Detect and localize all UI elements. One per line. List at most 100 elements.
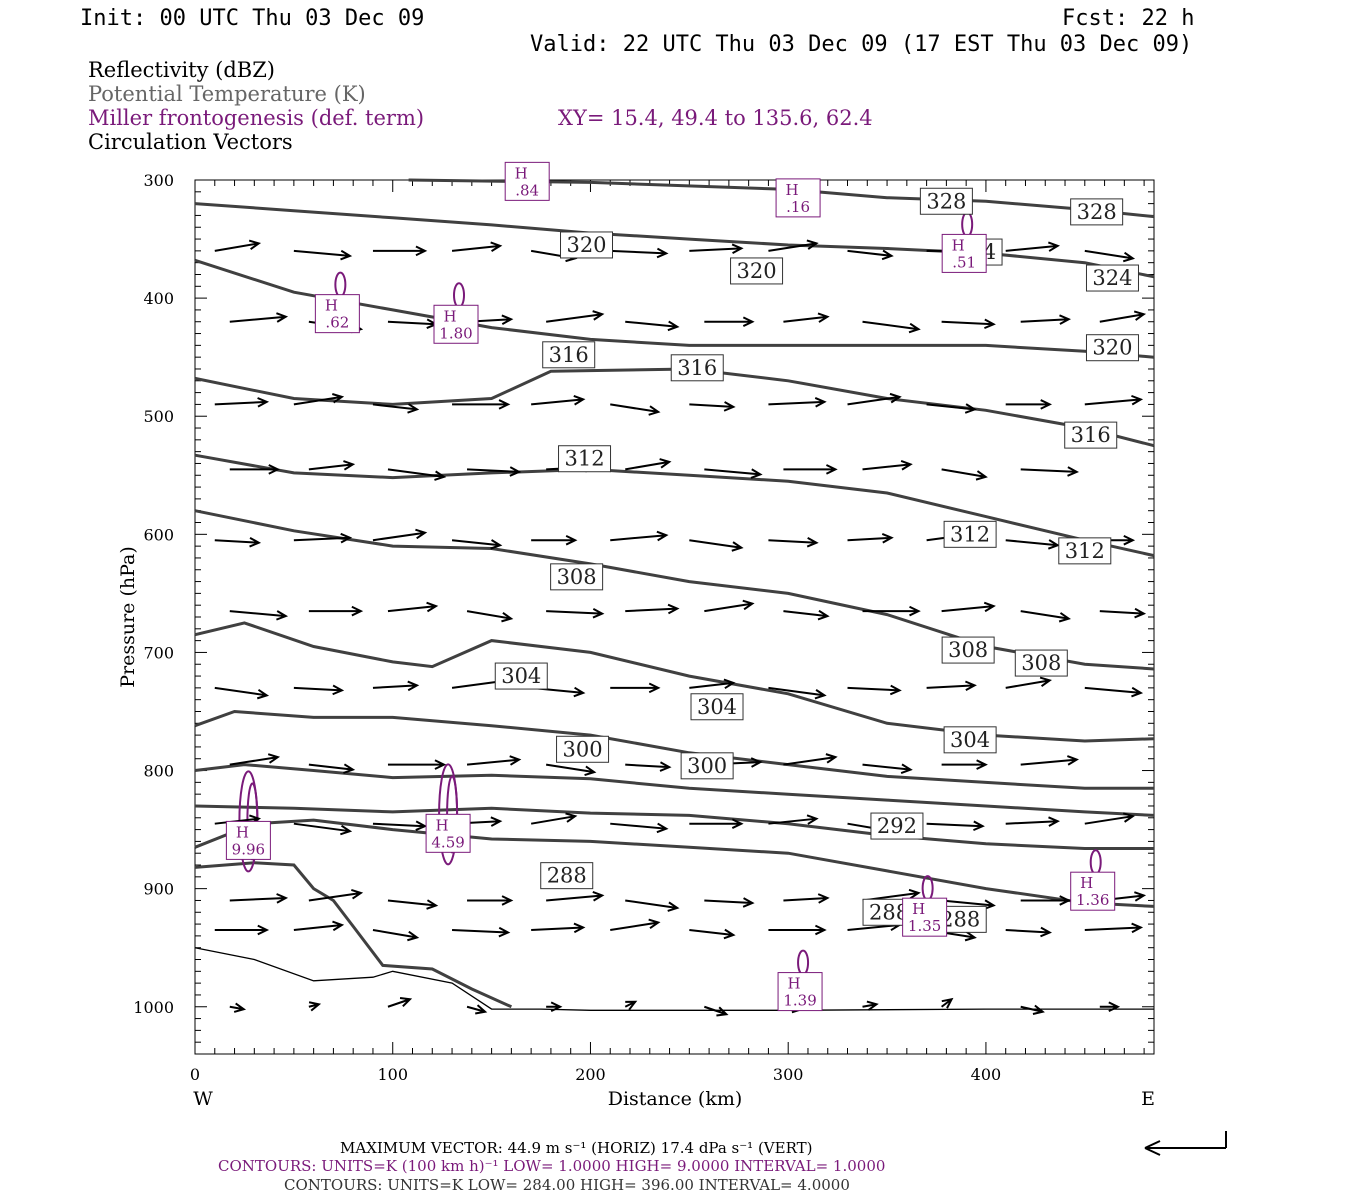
circulation-vector: [214, 686, 270, 700]
frontogenesis-contour: [453, 282, 466, 309]
circulation-vector: [372, 680, 420, 692]
frontogenesis-high-value: .16: [786, 198, 810, 216]
theta-contour-292: [194, 804, 1154, 850]
theta-label-box: [1064, 421, 1118, 449]
circulation-vector: [610, 822, 669, 834]
circulation-vector: [768, 397, 827, 408]
circulation-vector: [783, 893, 830, 904]
theta-label: 312: [1065, 539, 1105, 563]
theta-label-box: [943, 520, 997, 548]
tick-labels: 0 100 200 300 400 300 400 500 600 700 800 900 1000: [133, 171, 1001, 1084]
frontogenesis-high-box: [314, 294, 360, 334]
circulation-vector: [387, 759, 447, 770]
theta-label-box: [941, 636, 995, 664]
circulation-vector: [214, 537, 262, 548]
frontogenesis-high-marker: H: [515, 164, 528, 182]
y-tick-label: 600: [143, 525, 174, 544]
theta-label: 324: [1092, 266, 1132, 290]
circulation-vector: [1099, 310, 1147, 323]
circulation-vector: [308, 605, 364, 617]
frontogenesis-high-marker: H: [1080, 874, 1093, 892]
field-label-frontogenesis: Miller frontogenesis (def. term): [88, 106, 424, 130]
circulation-vector: [293, 920, 345, 932]
circulation-vector: [451, 241, 503, 252]
frontogenesis-high-box: [777, 972, 823, 1012]
frontogenesis-high-value: 1.80: [439, 324, 472, 342]
circulation-vector: [229, 464, 281, 475]
theta-contour-308: [194, 509, 1155, 671]
circulation-vector: [372, 245, 428, 257]
circulation-vector: [926, 680, 977, 692]
circulation-vector: [768, 814, 819, 825]
y-tick-label: 900: [143, 880, 174, 899]
circulation-vector: [625, 761, 672, 772]
circulation-vector: [1005, 399, 1052, 410]
circulation-vector: [768, 686, 827, 700]
theta-label-box: [1070, 198, 1124, 226]
theta-label-box: [550, 563, 604, 591]
frontogenesis-high-value: 9.96: [232, 840, 265, 858]
circulation-vector: [546, 310, 605, 323]
circulation-vector: [941, 468, 988, 481]
circulation-vector: [229, 312, 289, 323]
circulation-vector: [214, 397, 270, 408]
circulation-vector: [783, 609, 830, 621]
circulation-vector: [1005, 241, 1060, 252]
circulation-vector: [372, 820, 428, 832]
init-time: Init: 00 UTC Thu 03 Dec 09: [80, 6, 424, 31]
theta-label: 288: [547, 864, 587, 888]
theta-contour-284: [194, 861, 513, 1009]
x-tick-label: 400: [971, 1065, 1002, 1084]
circulation-vector: [387, 997, 413, 1008]
circulation-vector: [768, 239, 819, 252]
theta-label: 316: [677, 356, 717, 380]
circulation-vector: [293, 249, 353, 261]
circulation-vector: [546, 607, 605, 619]
circulation-vector: [941, 759, 988, 770]
theta-label-box: [919, 187, 973, 215]
circulation-vector: [1005, 676, 1052, 689]
circulation-vector: [545, 763, 597, 776]
frontogenesis-high-marker: H: [912, 900, 925, 918]
theta-label-box: [558, 445, 612, 473]
theta-label-box: [730, 257, 784, 285]
frontogenesis-high-box: [775, 178, 821, 218]
circulation-vector: [625, 603, 680, 615]
circulation-vector: [214, 924, 270, 936]
frontogenesis-high-value: .62: [325, 314, 349, 332]
circulation-vector: [531, 395, 586, 406]
circulation-vector: [229, 753, 281, 766]
circulation-vector: [387, 318, 439, 330]
frontogenesis-high-box: [902, 897, 948, 937]
circulation-vector: [293, 684, 345, 696]
frontogenesis-high-marker: H: [443, 307, 456, 325]
valid-time: Valid: 22 UTC Thu 03 Dec 09 (17 EST Thu …: [530, 32, 1192, 57]
field-label-vectors: Circulation Vectors: [88, 130, 293, 154]
frontogenesis-contour: [797, 949, 810, 976]
circulation-vector: [704, 1005, 729, 1017]
circulation-vector: [610, 682, 661, 694]
circulation-vector: [768, 537, 819, 548]
y-axis-title: Pressure (hPa): [117, 546, 139, 688]
circulation-vector: [466, 1004, 488, 1015]
circulation-vector: [229, 893, 289, 904]
circulation-vector: [926, 403, 977, 414]
circulation-vector: [704, 599, 755, 613]
circulation-vector: [941, 997, 954, 1009]
theta-label-box: [560, 231, 614, 259]
circulation-vector: [847, 249, 894, 261]
frontogenesis-contour: [1089, 849, 1102, 876]
frontogenesis-high-box: [941, 233, 987, 273]
theta-label: 320: [1092, 336, 1132, 360]
circulation-vector: [704, 316, 755, 327]
frontogenesis-high-marker: H: [952, 236, 965, 254]
frontogenesis-contour: [921, 875, 934, 902]
theta-contour-312: [194, 453, 1155, 558]
circulation-vector: [847, 684, 902, 696]
max-vector-note: MAXIMUM VECTOR: 44.9 m s⁻¹ (HORIZ) 17.4 …: [340, 1139, 812, 1157]
circulation-vector: [308, 888, 364, 902]
theta-label: 304: [697, 695, 737, 719]
x-end-east: E: [1141, 1088, 1155, 1110]
x-tick-label: 200: [575, 1065, 606, 1084]
circulation-vector: [1084, 394, 1144, 406]
